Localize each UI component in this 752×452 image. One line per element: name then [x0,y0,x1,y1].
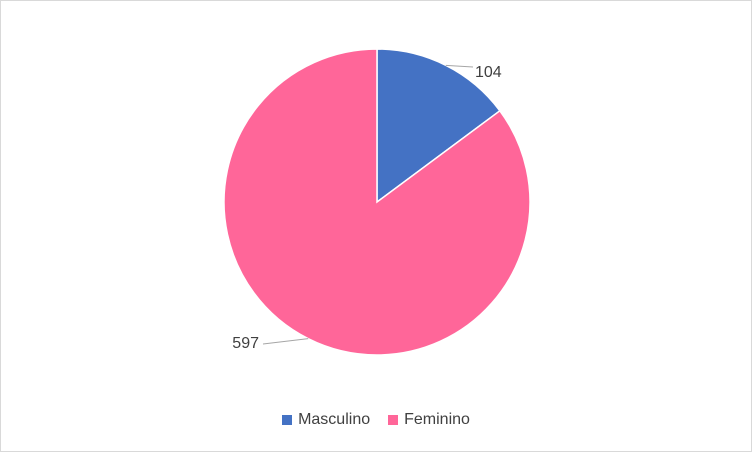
leader-line-masculino [445,64,474,68]
legend-swatch-feminino [388,415,399,425]
data-label-masculino: 104 [475,64,502,81]
pie-chart: 104 597 [223,48,531,356]
legend-swatch-masculino [282,415,293,425]
leader-line-feminino [262,338,309,345]
legend: Masculino Feminino [1,411,751,429]
legend-item-feminino: Feminino [388,411,470,429]
data-label-feminino: 597 [232,335,259,352]
legend-label-masculino: Masculino [298,411,371,428]
legend-item-masculino: Masculino [282,411,370,429]
legend-label-feminino: Feminino [404,411,470,428]
